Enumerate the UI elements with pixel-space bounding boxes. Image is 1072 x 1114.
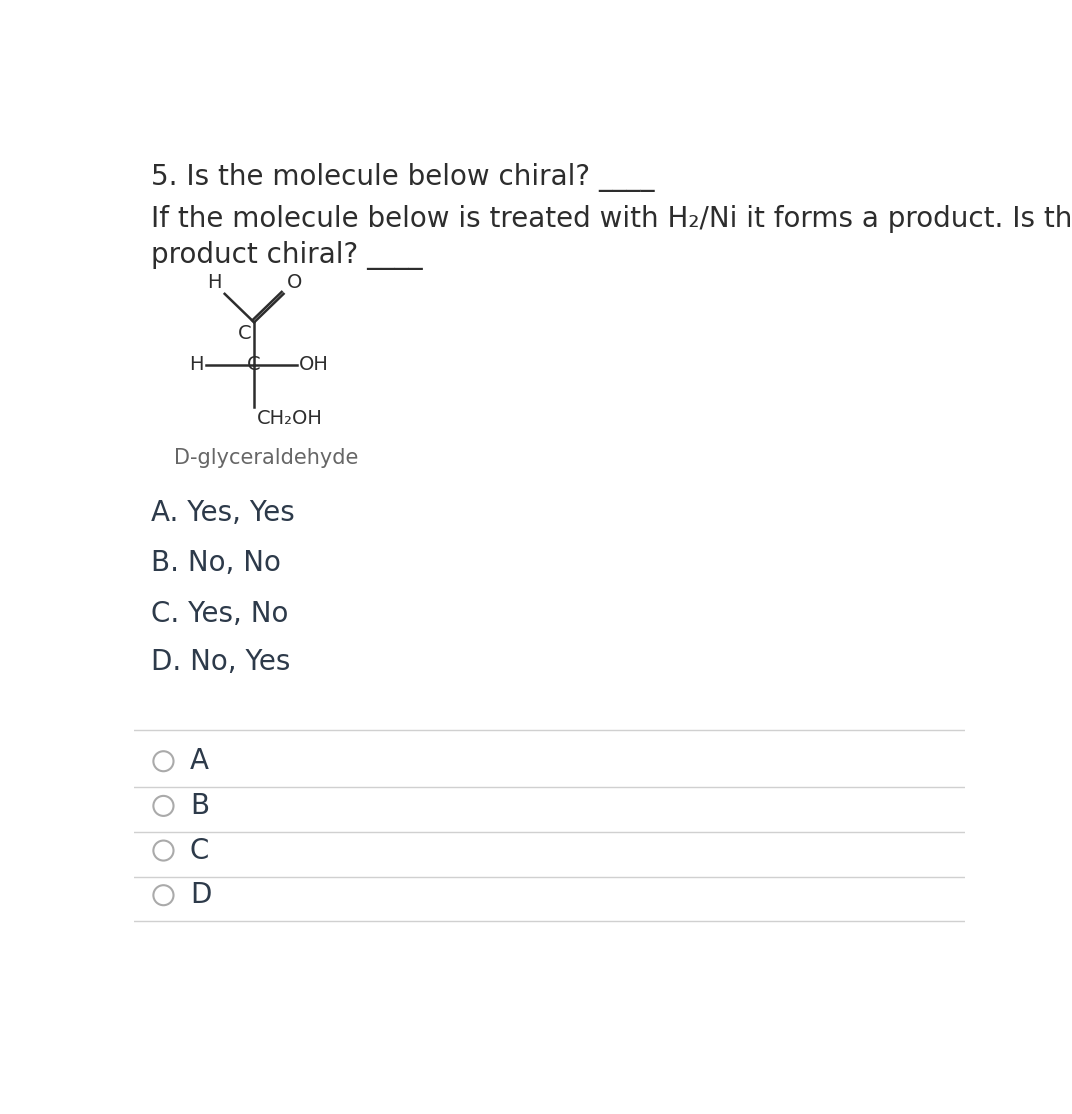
Text: H: H xyxy=(207,273,222,292)
Text: C: C xyxy=(238,324,252,343)
Text: OH: OH xyxy=(299,355,329,374)
Text: D: D xyxy=(190,881,211,909)
Text: A. Yes, Yes: A. Yes, Yes xyxy=(151,499,295,527)
Text: D-glyceraldehyde: D-glyceraldehyde xyxy=(175,448,359,468)
Text: B: B xyxy=(190,792,209,820)
Text: If the molecule below is treated with H₂/Ni it forms a product. Is the: If the molecule below is treated with H₂… xyxy=(151,205,1072,233)
Text: 5. Is the molecule below chiral? ____: 5. Is the molecule below chiral? ____ xyxy=(151,163,655,192)
Text: H: H xyxy=(190,355,204,374)
Text: B. No, No: B. No, No xyxy=(151,549,281,577)
Text: A: A xyxy=(190,747,209,775)
Text: C: C xyxy=(248,355,260,374)
Text: C: C xyxy=(190,837,209,864)
Text: CH₂OH: CH₂OH xyxy=(256,409,323,429)
Text: C. Yes, No: C. Yes, No xyxy=(151,599,288,627)
Text: D. No, Yes: D. No, Yes xyxy=(151,648,291,676)
Text: product chiral? ____: product chiral? ____ xyxy=(151,242,422,271)
Text: O: O xyxy=(286,273,302,292)
